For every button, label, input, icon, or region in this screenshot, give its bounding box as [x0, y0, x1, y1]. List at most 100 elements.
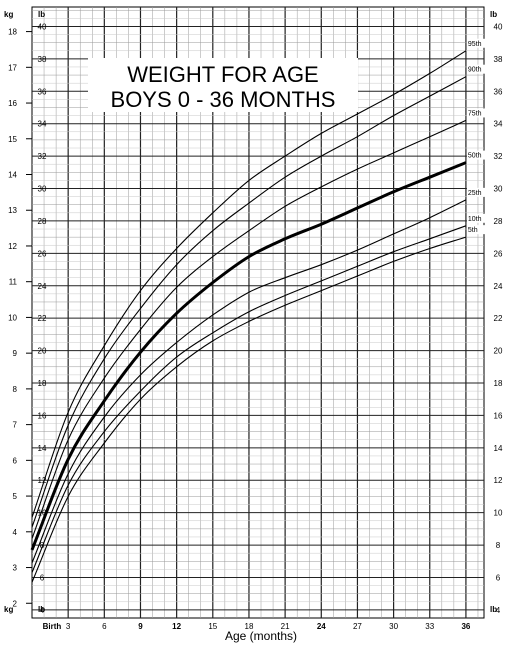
- series-label-background: [466, 213, 487, 223]
- lb-tick-label-right: 30: [494, 185, 503, 194]
- lb-tick-label-left: 14: [38, 444, 47, 453]
- series-label-background: [466, 225, 487, 235]
- plot-frame: [31, 6, 485, 619]
- lb-tick-label-left: 38: [38, 55, 47, 64]
- series-label-background: [466, 187, 487, 197]
- x-tick-label: 18: [245, 622, 254, 631]
- percentile-curve-90th: [31, 76, 467, 528]
- lb-tick-label-left: 8: [40, 541, 45, 550]
- x-tick-label: Birth: [43, 622, 62, 631]
- lb-unit-label-top-right: lb: [490, 10, 497, 19]
- lb-tick-label-right: 36: [494, 87, 503, 96]
- kg-tick-label: 16: [8, 99, 17, 108]
- lb-tick-label-left: 6: [40, 573, 45, 582]
- lb-tick-label-left: 36: [38, 87, 47, 96]
- percentile-curves: 95th 90th 75th 50th 25th 10th 5th: [30, 38, 487, 583]
- series-label: 95th: [468, 41, 482, 48]
- lb-tick-label-left: 32: [38, 152, 47, 161]
- lb-tick-label-left: 26: [38, 249, 47, 258]
- lb-tick-label-left: 40: [38, 22, 47, 31]
- lb-unit-label-bottom: lb: [38, 605, 45, 614]
- series-label: 75th: [468, 110, 482, 117]
- lb-tick-label-right: 16: [494, 411, 503, 420]
- lb-tick-label-left: 34: [38, 120, 47, 129]
- percentile-curve-5th: [31, 236, 467, 583]
- kg-tick-label: 10: [8, 313, 17, 322]
- lb-tick-label-right: 8: [496, 541, 501, 550]
- lb-tick-label-right: 24: [494, 282, 503, 291]
- x-tick-label: 24: [317, 622, 326, 631]
- kg-tick-label: 7: [13, 421, 18, 430]
- kg-tick-label: 13: [8, 206, 17, 215]
- lb-tick-label-left: 22: [38, 314, 47, 323]
- kg-tick-label: 6: [13, 456, 18, 465]
- x-tick-label: 3: [66, 622, 71, 631]
- lb-tick-label-right: 32: [494, 152, 503, 161]
- lb-tick-label-right: 6: [496, 573, 501, 582]
- lb-tick-label-left: 16: [38, 411, 47, 420]
- x-tick-label: 9: [138, 622, 143, 631]
- percentile-curve-10th: [31, 225, 467, 573]
- kg-tick-label: 3: [13, 564, 18, 573]
- series-label-background: [466, 64, 487, 74]
- lb-tick-label-right: 14: [494, 444, 503, 453]
- kg-tick-label: 2: [13, 599, 18, 608]
- series-label: 10th: [468, 216, 482, 223]
- lb-tick-label-left: 10: [38, 509, 47, 518]
- lb-tick-label-right: 34: [494, 120, 503, 129]
- lb-tick-label-left: 4: [40, 606, 45, 615]
- lb-tick-label-right: 20: [494, 347, 503, 356]
- x-axis-label: Age (months): [225, 629, 297, 643]
- x-tick-label: 21: [281, 622, 290, 631]
- kg-tick-label: 5: [13, 492, 18, 501]
- lb-tick-label-right: 40: [494, 22, 503, 31]
- percentile-curve-75th: [31, 119, 467, 539]
- lb-tick-label-right: 10: [494, 509, 503, 518]
- series-label-background: [466, 150, 487, 160]
- kg-tick-label: 11: [9, 278, 18, 287]
- series-label: 50th: [468, 153, 482, 160]
- x-tick-label: 27: [353, 622, 362, 631]
- lb-unit-label-top: lb: [38, 10, 45, 19]
- lb-tick-label-left: 30: [38, 185, 47, 194]
- series-label: 25th: [468, 190, 482, 197]
- x-tick-label: 30: [389, 622, 398, 631]
- lb-tick-label-left: 28: [38, 217, 47, 226]
- kg-tick-label: 15: [8, 135, 17, 144]
- kg-tick-label: 18: [8, 28, 17, 37]
- kg-tick-label: 9: [13, 349, 18, 358]
- series-label: 5th: [468, 227, 478, 234]
- kg-tick-label: 12: [8, 242, 17, 251]
- percentile-curve-95th: [31, 50, 467, 518]
- x-tick-label: 6: [102, 622, 107, 631]
- kg-unit-label-bottom: kg: [4, 605, 13, 614]
- title-line-2: BOYS 0 - 36 MONTHS: [111, 87, 336, 112]
- title-line-1: WEIGHT FOR AGE: [127, 62, 319, 87]
- series-label: 90th: [468, 67, 482, 74]
- title-background: [88, 58, 358, 112]
- lb-tick-label-right: 28: [494, 217, 503, 226]
- lb-tick-label-right: 26: [494, 249, 503, 258]
- x-tick-label: 15: [208, 622, 217, 631]
- lb-tick-label-left: 24: [38, 282, 47, 291]
- kg-tick-label: 8: [13, 385, 18, 394]
- lb-tick-label-right: 4: [496, 606, 501, 615]
- series-label-background: [466, 108, 487, 118]
- lb-tick-label-left: 12: [38, 476, 47, 485]
- lb-tick-label-right: 38: [494, 55, 503, 64]
- x-tick-label: 33: [425, 622, 434, 631]
- lb-tick-label-left: 20: [38, 347, 47, 356]
- kg-unit-label-top: kg: [4, 10, 13, 19]
- kg-tick-label: 4: [13, 528, 18, 537]
- lb-tick-label-left: 18: [38, 379, 47, 388]
- x-tick-label: 12: [172, 622, 181, 631]
- lb-tick-label-right: 12: [494, 476, 503, 485]
- lb-unit-label-bottom-right: lb: [490, 605, 497, 614]
- series-label-background: [466, 38, 487, 48]
- kg-tick-label: 14: [8, 171, 17, 180]
- x-tick-label: 36: [461, 622, 470, 631]
- lb-tick-label-right: 22: [494, 314, 503, 323]
